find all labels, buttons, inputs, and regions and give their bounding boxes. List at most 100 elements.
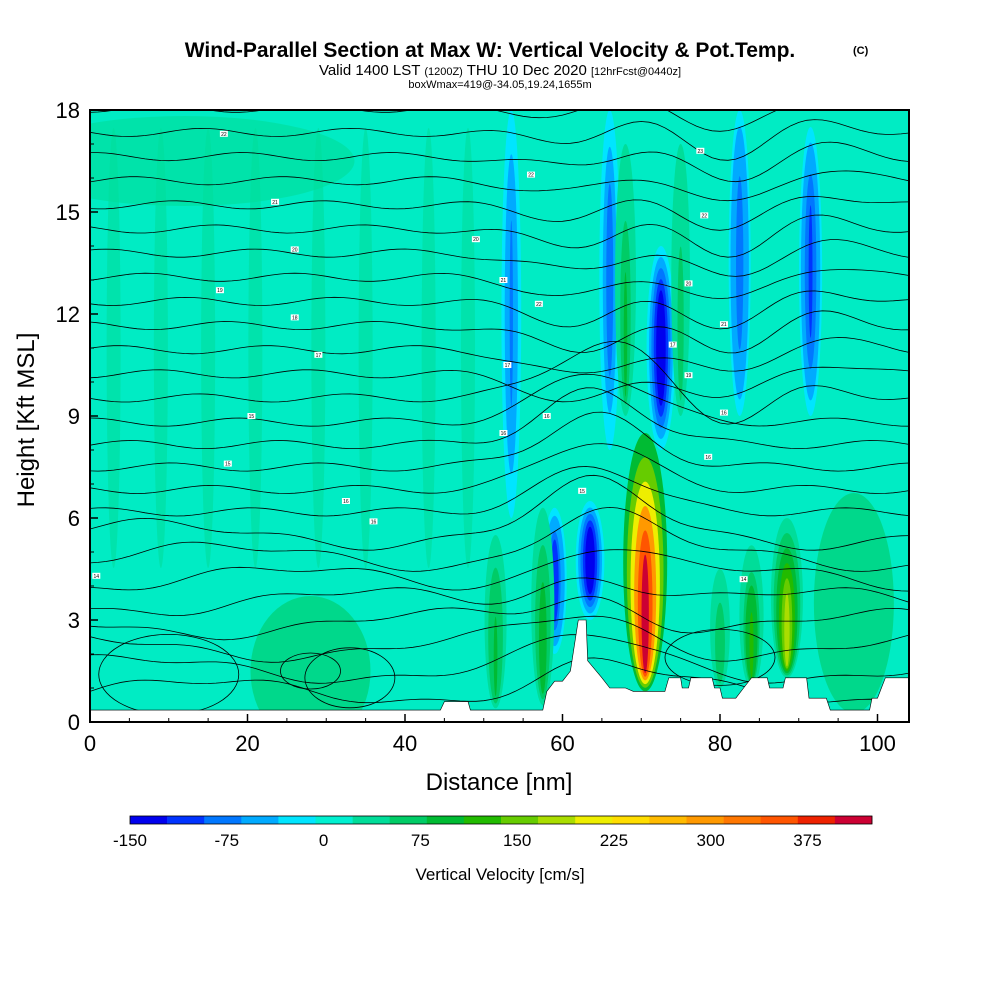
colorbar-swatch <box>501 816 539 824</box>
theta-label-text: 21 <box>501 278 507 284</box>
theta-label: 21 <box>499 277 508 284</box>
theta-label: 21 <box>271 198 280 206</box>
downdraft-core <box>646 246 676 450</box>
colorbar-swatch <box>612 816 650 824</box>
theta-label-text: 16 <box>371 519 377 525</box>
theta-label: 19 <box>684 372 693 379</box>
theta-labels: 14 15 15 16 16 17 18 19 20 21 22 20 21 22 22 17 16 16 15 17… <box>92 130 748 583</box>
colorbar-swatch <box>723 816 761 824</box>
subtitle-forecast: [12hrFcst@0440z] <box>591 66 681 78</box>
lift-band <box>311 128 326 568</box>
theta-label: 20 <box>684 280 693 287</box>
theta-label-box <box>314 351 323 358</box>
theta-label-box <box>471 236 480 243</box>
theta-contour <box>90 411 909 472</box>
theta-label-text: 21 <box>272 200 278 206</box>
theta-contour <box>90 310 909 354</box>
theta-label-text: 22 <box>221 132 227 138</box>
theta-contour <box>90 366 909 403</box>
theta-contour <box>90 615 909 663</box>
theta-label-box <box>247 413 256 419</box>
theta-label: 22 <box>527 171 535 179</box>
lift-band <box>461 128 475 568</box>
theta-label-text: 16 <box>343 499 349 505</box>
theta-label-box <box>684 280 693 287</box>
colorbar-tick-label: -75 <box>214 831 239 850</box>
velocity-field <box>90 110 894 722</box>
theta-label: 17 <box>668 341 677 349</box>
theta-label-box <box>369 518 378 525</box>
theta-label-box <box>271 198 280 205</box>
theta-label-text: 14 <box>94 574 100 580</box>
theta-label-box <box>290 246 299 253</box>
x-tick-label: 80 <box>708 731 732 756</box>
theta-label-text: 23 <box>698 149 704 155</box>
downdraft-core <box>728 110 751 416</box>
theta-contour <box>90 269 909 299</box>
theta-contour <box>90 337 909 374</box>
terrain <box>90 619 909 722</box>
theta-label-text: 22 <box>536 302 542 308</box>
updraft-band <box>718 625 722 680</box>
colorbar-tick-label: 225 <box>600 831 628 850</box>
y-tick-label: 15 <box>56 200 80 225</box>
y-tick-label: 3 <box>68 608 80 633</box>
theta-label-text: 22 <box>701 213 707 219</box>
theta-contour <box>90 195 909 231</box>
theta-label: 16 <box>704 453 713 461</box>
colorbar-swatch <box>130 816 168 824</box>
colorbar-tick-label: 75 <box>411 831 430 850</box>
theta-label: 16 <box>499 430 508 437</box>
colorbar-swatch <box>278 816 316 824</box>
colorbar-swatch <box>834 816 873 824</box>
theta-label-box <box>684 372 693 379</box>
colorbar-swatch <box>389 816 428 824</box>
theta-label: 16 <box>542 413 551 420</box>
downdraft-core <box>575 501 605 620</box>
theta-label: 16 <box>369 518 378 525</box>
theta-label: 18 <box>290 314 299 321</box>
theta-contour <box>90 506 909 572</box>
theta-label-box <box>290 314 299 321</box>
plot-area: 14 15 15 16 16 17 18 19 20 21 22 20 21 22 22 17 16 16 15 17… <box>90 110 909 722</box>
theta-label-box <box>578 487 587 494</box>
theta-label: 20 <box>471 236 480 243</box>
lift-band <box>90 116 355 206</box>
subtitle-valid: Valid 1400 LST <box>319 62 420 79</box>
theta-label-box <box>700 212 709 219</box>
theta-label-box <box>219 130 228 137</box>
colorbar-label: Vertical Velocity [cm/s] <box>415 865 584 884</box>
downdraft-core <box>501 110 522 518</box>
colorbar-swatch <box>538 816 576 824</box>
updraft-core <box>770 518 803 678</box>
lift-band <box>106 128 121 568</box>
theta-label-box <box>719 409 728 416</box>
updraft-core <box>484 535 507 709</box>
downdraft-band <box>737 192 742 334</box>
theta-contour <box>90 466 909 517</box>
x-tick-label: 40 <box>393 731 417 756</box>
downdraft-band <box>587 533 593 588</box>
colorbar: -150 -75 0 75 150 225 300 375 <box>113 815 873 850</box>
y-tick-label: 0 <box>68 710 80 735</box>
theta-label: 17 <box>503 362 512 369</box>
theta-label: 15 <box>223 460 232 468</box>
colorbar-frame <box>129 815 873 825</box>
theta-contour <box>90 577 909 616</box>
theta-contour <box>90 595 909 641</box>
colorbar-swatch <box>315 816 353 824</box>
chart-subtitle: Valid 1400 LST (1200Z) THU 10 Dec 2020 [… <box>319 62 681 79</box>
downdraft-core <box>799 127 823 416</box>
updraft-band <box>679 272 683 397</box>
box-info: boxWmax=419@-34.05,19.24,1655m <box>408 79 591 91</box>
theta-label-box <box>527 171 535 178</box>
theta-label-text: 16 <box>705 455 711 461</box>
theta-contour-closed <box>280 652 341 690</box>
theta-contour-closed <box>664 629 776 686</box>
theta-label: 21 <box>719 321 728 328</box>
theta-label-text: 18 <box>292 315 298 321</box>
chart-title: Wind-Parallel Section at Max W: Vertical… <box>185 39 796 62</box>
theta-label-box <box>499 430 508 436</box>
theta-label-text: 17 <box>316 353 322 359</box>
